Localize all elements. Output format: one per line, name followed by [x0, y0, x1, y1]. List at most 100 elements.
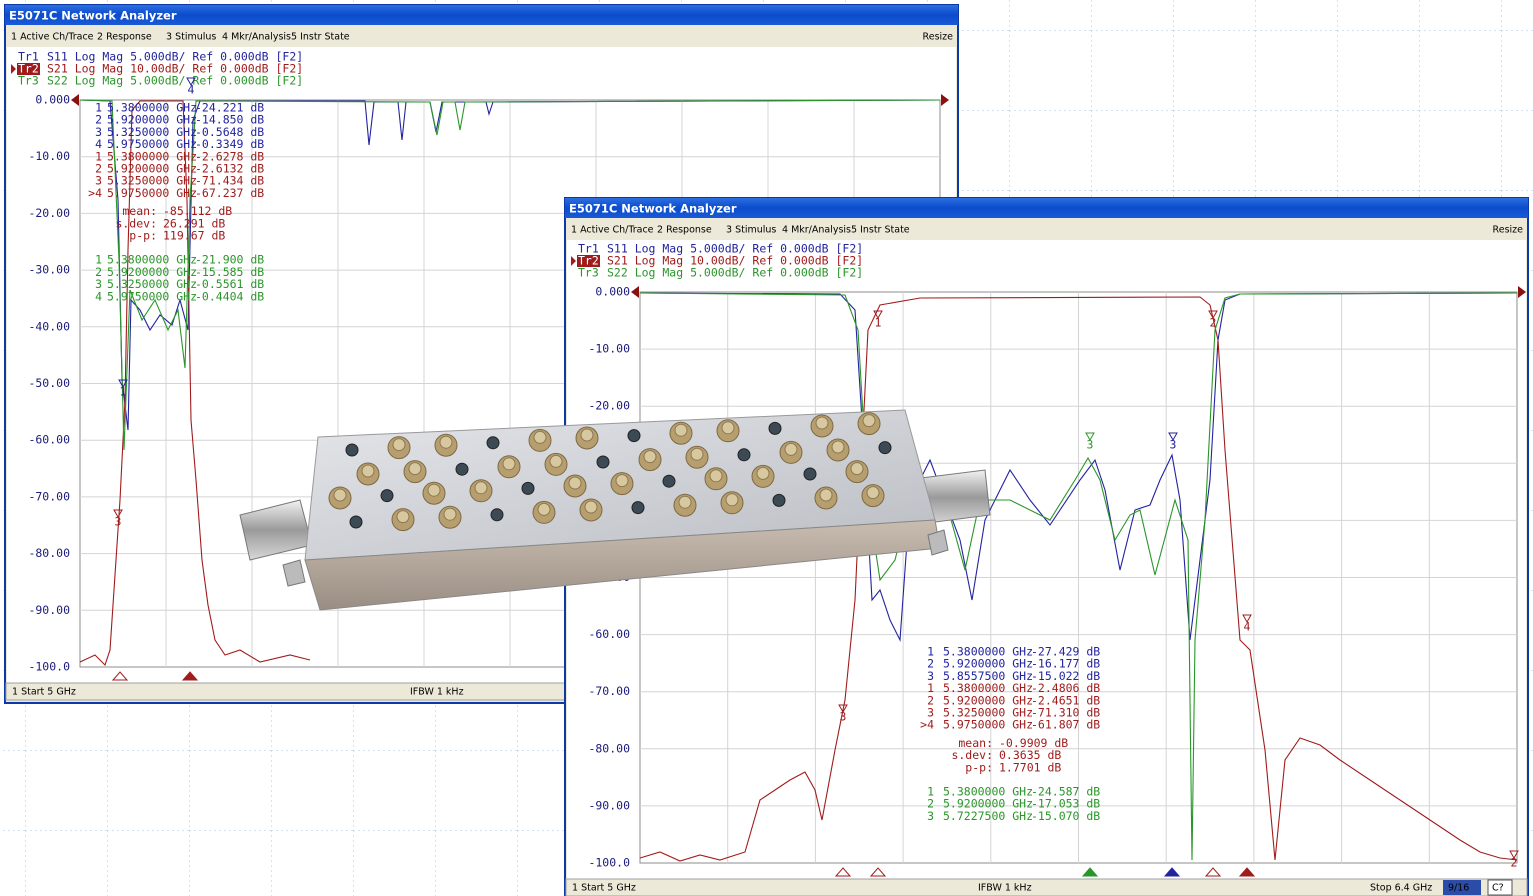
status-text: 1 Start 5 GHz [12, 687, 76, 698]
marker-index: 2 [95, 162, 102, 176]
stimulus-marker [1081, 867, 1099, 877]
trace-settings: S22 Log Mag 5.000dB/ Ref 0.000dB [F2] [47, 74, 303, 88]
stat-label: p-p: [129, 229, 157, 243]
tuning-nut-core [533, 430, 547, 444]
marker-frequency: 5.9200000 GHz [107, 162, 197, 176]
trace-settings: S21 Log Mag 10.00dB/ Ref 0.000dB [F2] [607, 254, 863, 268]
y-axis-label: -90.00 [588, 798, 630, 812]
y-axis-label: -40.00 [28, 319, 70, 333]
menu-item[interactable]: 2 Response [97, 32, 152, 43]
marker-index: 4 [95, 137, 102, 151]
y-axis-label: -10.00 [28, 149, 70, 163]
resize-button[interactable]: Resize [923, 32, 954, 43]
y-axis-label: -60.00 [28, 433, 70, 447]
window-title: E5071C Network Analyzer [9, 9, 177, 23]
tuning-nut-core [862, 414, 876, 428]
trace-s22 [639, 292, 1518, 861]
y-axis-label: -100.0 [28, 660, 70, 674]
status-text[interactable]: C? [1492, 883, 1504, 894]
tuning-nut-core [709, 469, 723, 483]
tuning-nut-core [361, 464, 375, 478]
marker-value: -24.587 dB [1031, 785, 1100, 799]
marker-frequency: 5.7227500 GHz [943, 809, 1033, 823]
marker-number: 2 [1210, 316, 1217, 330]
marker-value: -15.585 dB [195, 265, 264, 279]
marker-value: -0.4404 dB [195, 289, 264, 303]
trace-settings: S11 Log Mag 5.000dB/ Ref 0.000dB [F2] [607, 242, 863, 256]
active-trace-pointer [571, 256, 576, 266]
tuning-nut-core [580, 428, 594, 442]
marker-frequency: 5.9750000 GHz [107, 186, 197, 200]
marker-flag [838, 704, 848, 714]
menu-item[interactable]: 1 Active Ch/Trace [11, 32, 94, 43]
tuning-nut-core [439, 435, 453, 449]
menu-item[interactable]: 1 Active Ch/Trace [571, 225, 654, 236]
marker-flag [118, 379, 128, 389]
menu-item[interactable]: 3 Stimulus [166, 32, 216, 43]
tuning-nut-core [721, 421, 735, 435]
window-title: E5071C Network Analyzer [569, 202, 737, 216]
active-trace-pointer [11, 64, 16, 74]
marker-frequency: 5.9200000 GHz [943, 693, 1033, 707]
stat-label: s.dev: [951, 748, 993, 762]
stat-value: 1.7701 dB [999, 760, 1061, 774]
active-trace-box [577, 255, 600, 267]
tuning-nut-core [502, 457, 516, 471]
trace-settings: S11 Log Mag 5.000dB/ Ref 0.000dB [F2] [47, 50, 303, 64]
status-text[interactable]: 9/16 [1448, 883, 1469, 894]
y-axis-label: -50.00 [28, 376, 70, 390]
menu-item[interactable]: 4 Mkr/Analysis [222, 32, 291, 43]
marker-value: -2.4651 dB [1031, 693, 1100, 707]
menu-item[interactable]: 2 Response [657, 225, 712, 236]
menu-item[interactable]: 5 Instr State [851, 225, 910, 236]
marker-frequency: 5.3800000 GHz [107, 101, 197, 115]
title-bar [5, 5, 958, 25]
marker-frequency: 5.3800000 GHz [943, 681, 1033, 695]
stat-label: mean: [958, 736, 993, 750]
status-text: IFBW 1 kHz [978, 883, 1032, 894]
marker-number: 1 [875, 316, 882, 330]
stat-value: 119.67 dB [163, 229, 225, 243]
marker-number: 1 [120, 385, 127, 399]
tuning-nut-core [584, 500, 598, 514]
y-axis-label: -70.00 [28, 489, 70, 503]
tuning-screw [878, 441, 892, 455]
tuning-nut-core [474, 481, 488, 495]
tuning-screw [662, 474, 676, 488]
marker-flag [1085, 432, 1095, 442]
marker-value: -71.434 dB [195, 174, 264, 188]
tuning-nut-core [784, 442, 798, 456]
tuning-screw [803, 467, 817, 481]
tuning-screw [349, 515, 363, 529]
marker-frequency: 5.8557500 GHz [943, 669, 1033, 683]
trace-id: Tr1 [18, 50, 39, 64]
menu-bar [566, 222, 1527, 238]
y-axis-label: -80.00 [588, 741, 630, 755]
marker-frequency: 5.3800000 GHz [943, 785, 1033, 799]
marker-frequency: 5.3800000 GHz [107, 253, 197, 267]
menu-item[interactable]: 4 Mkr/Analysis [782, 225, 851, 236]
menu-item[interactable]: 3 Stimulus [726, 225, 776, 236]
tuning-nut-core [819, 488, 833, 502]
trace-id: Tr3 [578, 266, 599, 280]
tuning-screw [455, 462, 469, 476]
marker-value: -15.022 dB [1031, 669, 1100, 683]
marker-value: -21.900 dB [195, 253, 264, 267]
tuning-screw [486, 436, 500, 450]
resize-button[interactable]: Resize [1493, 225, 1524, 236]
tuning-nut-core [549, 454, 563, 468]
marker-index: >4 [88, 186, 102, 200]
menu-item[interactable]: 5 Instr State [291, 32, 350, 43]
stimulus-marker [869, 867, 887, 877]
marker-value: -14.850 dB [195, 113, 264, 127]
marker-index: 3 [95, 277, 102, 291]
active-trace-box [17, 63, 40, 75]
tuning-nut-core [568, 476, 582, 490]
marker-index: 2 [927, 657, 934, 671]
tuning-screw [521, 481, 535, 495]
marker-frequency: 5.3250000 GHz [107, 174, 197, 188]
stimulus-marker [111, 671, 129, 681]
stimulus-marker [1238, 867, 1256, 877]
marker-index: 1 [927, 785, 934, 799]
marker-value: -0.5648 dB [195, 125, 264, 139]
